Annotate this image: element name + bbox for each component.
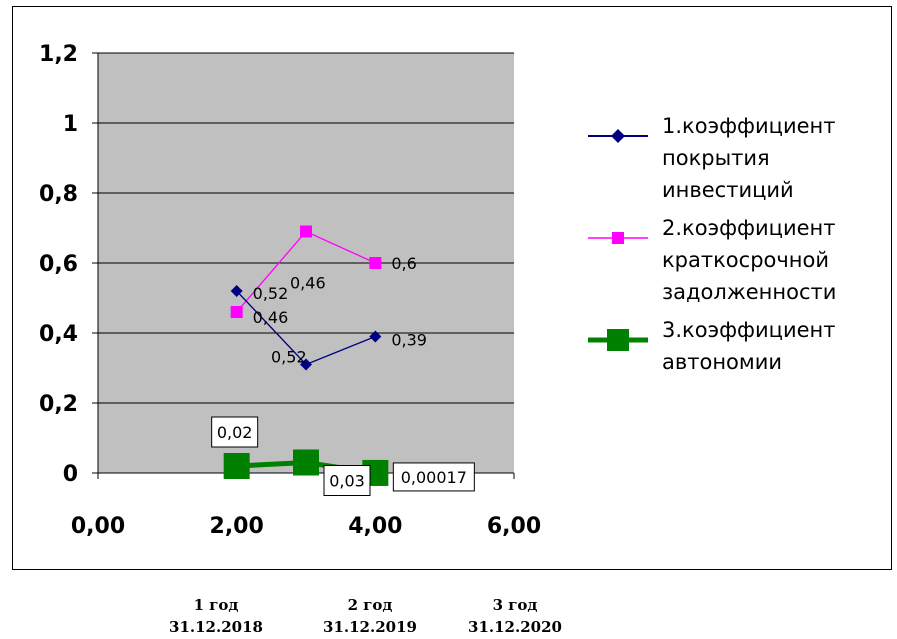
data-label-series-1: 0,52 (271, 348, 307, 367)
y-tick-label: 0,4 (39, 322, 78, 347)
period-label-1: 1 год 31.12.2018 (156, 594, 276, 638)
period-year: 2 год (347, 596, 393, 614)
data-label-box-series-3 (211, 416, 259, 448)
y-tick-label: 0,8 (39, 182, 78, 207)
legend-label-line: краткосрочной (662, 248, 830, 272)
x-tick-label: 4,00 (348, 514, 402, 539)
legend-item-series-1: 1.коэффициент покрытия инвестиций (586, 110, 892, 206)
legend-label-line: 2.коэффициент (662, 216, 836, 240)
period-year: 1 год (193, 596, 239, 614)
period-label-3: 3 год 31.12.2020 (455, 594, 575, 638)
legend-symbol-diamond (588, 129, 648, 143)
data-label-series-3: 0,02 (217, 423, 253, 442)
x-tick-label: 0,00 (71, 514, 125, 539)
data-point-series-2 (230, 306, 243, 318)
legend-symbol-square (588, 232, 648, 244)
legend-item-series-3: 3.коэффициент автономии (586, 314, 892, 378)
period-date: 31.12.2018 (169, 618, 263, 636)
chart-frame (12, 6, 892, 570)
y-tick-label: 1 (63, 112, 78, 137)
data-label-series-3: 0,03 (329, 472, 365, 491)
data-point-series-2 (369, 257, 382, 269)
data-label-series-1: 0,52 (253, 284, 289, 303)
legend: 1.коэффициент покрытия инвестиций 2.коэф… (586, 110, 892, 384)
legend-label-line: автономии (662, 350, 783, 374)
data-point-series-1 (369, 330, 382, 343)
data-label-series-2: 0,46 (290, 274, 326, 293)
period-date: 31.12.2019 (323, 618, 417, 636)
data-point-series-1 (230, 285, 243, 297)
period-label-2: 2 год 31.12.2019 (310, 594, 430, 638)
data-point-series-1 (300, 358, 312, 371)
period-year: 3 год (492, 596, 538, 614)
data-point-series-3 (223, 453, 250, 479)
data-label-series-3: 0,00017 (401, 468, 467, 487)
data-label-box-series-3 (323, 465, 371, 496)
data-label-box-series-3 (392, 462, 475, 492)
y-tick-label: 0,2 (39, 392, 78, 417)
data-label-series-2: 0,46 (253, 308, 289, 327)
data-label-series-2: 0,6 (391, 254, 416, 273)
period-date: 31.12.2020 (468, 618, 562, 636)
legend-label-line: 1.коэффициент (662, 114, 836, 138)
y-tick-label: 0 (63, 462, 78, 487)
x-tick-label: 2,00 (210, 514, 264, 539)
legend-label-line: 3.коэффициент (662, 318, 836, 342)
legend-label-line: задолженности (662, 280, 837, 304)
legend-label-line: покрытия (662, 146, 770, 170)
data-label-series-1: 0,39 (391, 331, 427, 350)
legend-item-series-2: 2.коэффициент краткосрочной задолженност… (586, 212, 892, 308)
x-tick-label: 6,00 (487, 514, 541, 539)
data-point-series-2 (300, 225, 312, 238)
y-tick-label: 1,2 (39, 42, 78, 67)
y-tick-label: 0,6 (39, 252, 78, 277)
legend-label-line: инвестиций (662, 178, 794, 202)
legend-symbol-large-square (588, 329, 648, 351)
data-point-series-3 (293, 449, 319, 476)
